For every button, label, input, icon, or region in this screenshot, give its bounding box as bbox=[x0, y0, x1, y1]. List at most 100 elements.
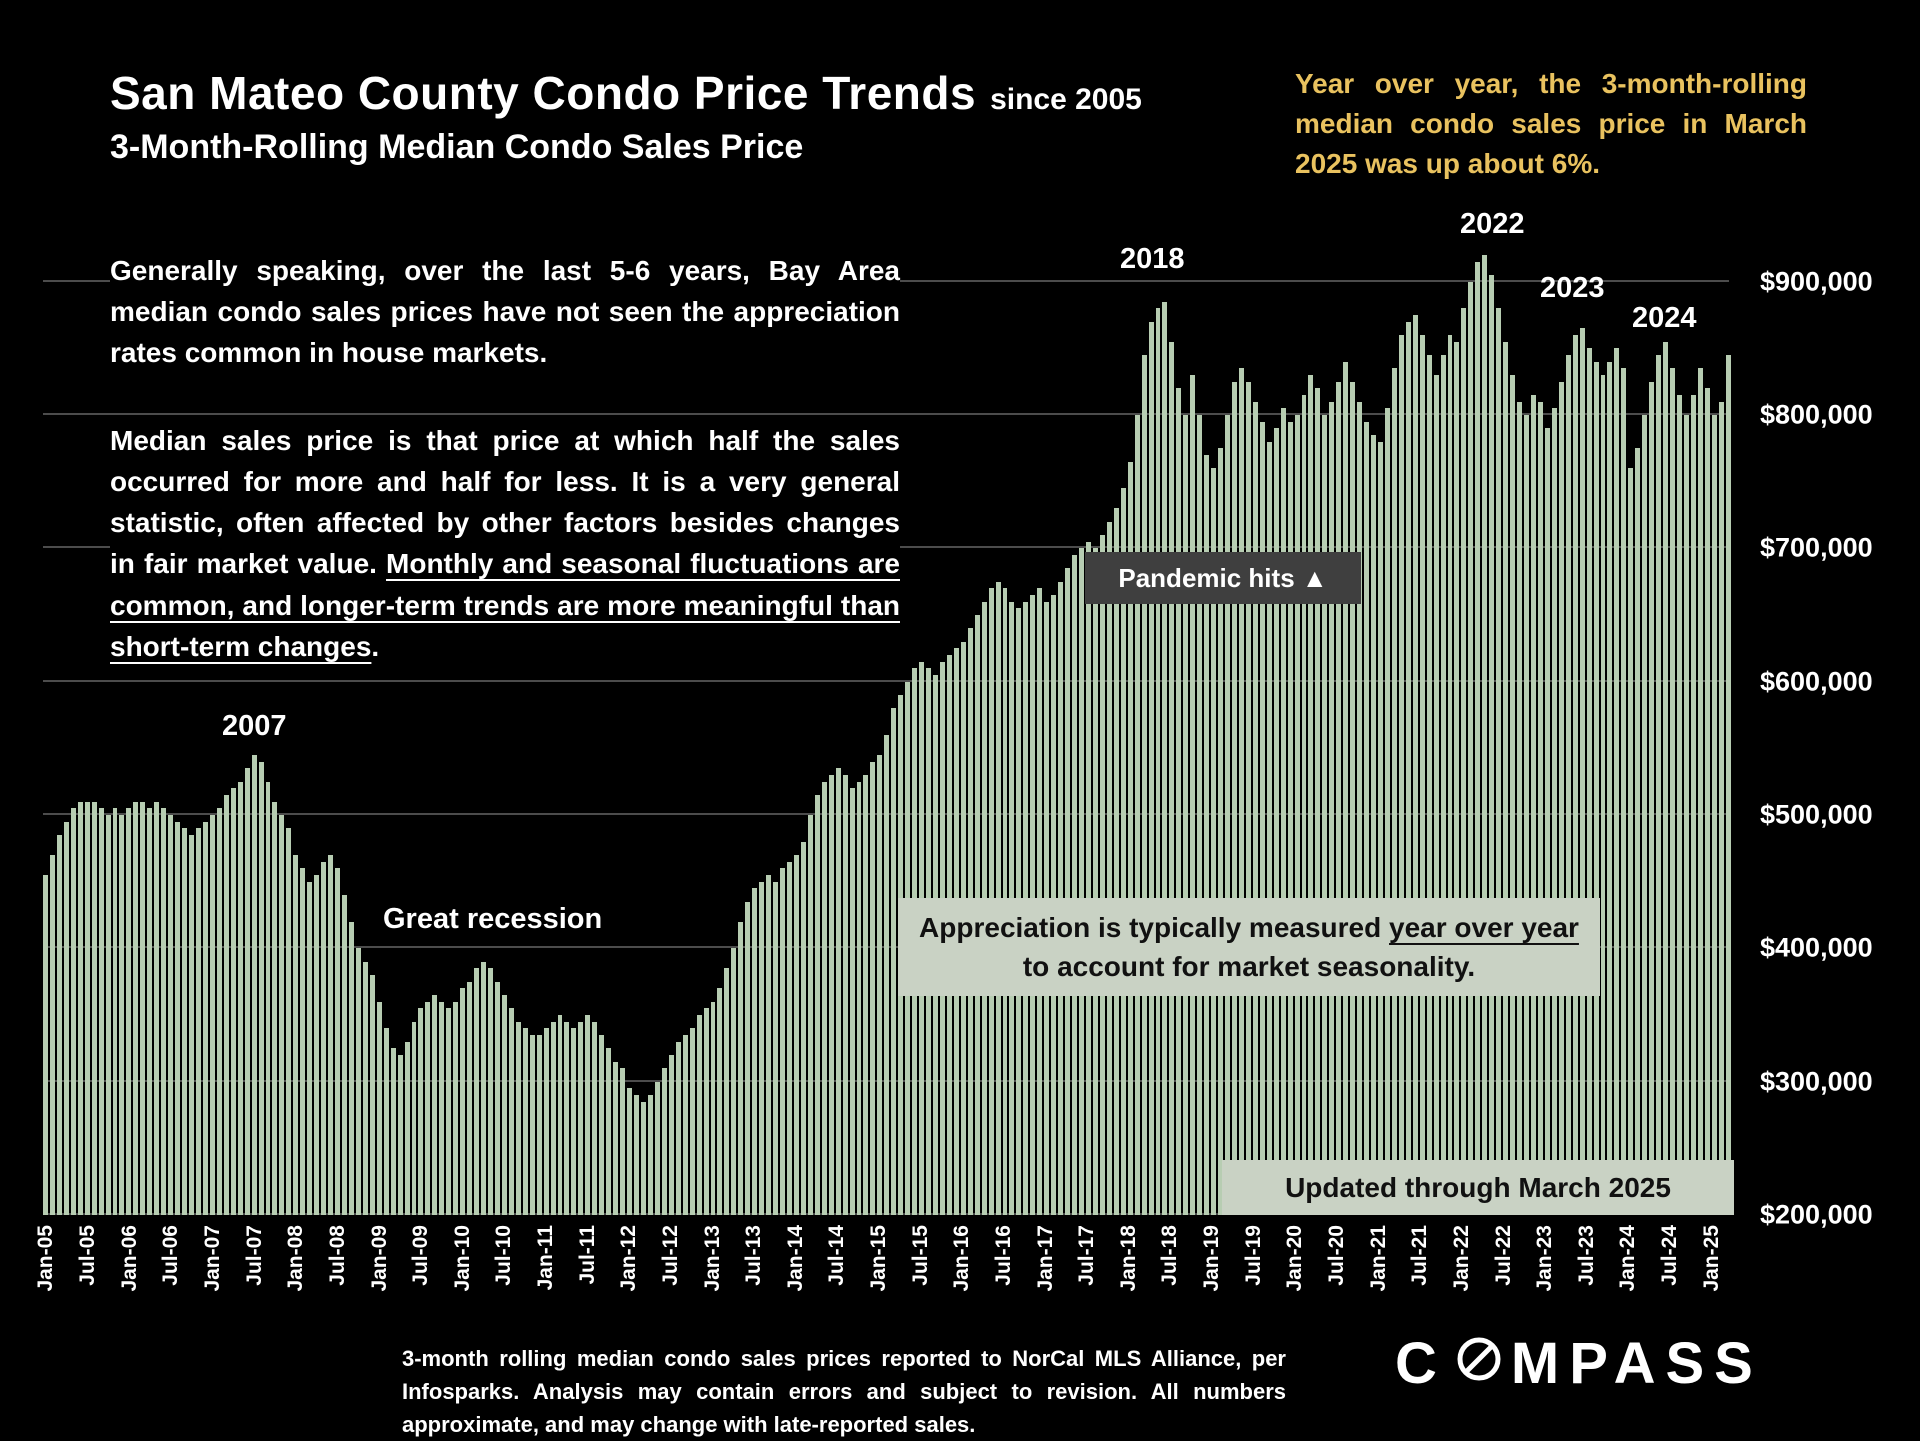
x-axis-label: Jul-21 bbox=[1408, 1225, 1432, 1286]
bar bbox=[119, 815, 125, 1215]
bar bbox=[230, 788, 236, 1215]
bar bbox=[564, 1021, 570, 1215]
annotation-2023: 2023 bbox=[1540, 272, 1605, 304]
bar bbox=[1252, 401, 1258, 1215]
bar bbox=[481, 961, 486, 1215]
x-axis-label: Jan-12 bbox=[617, 1225, 641, 1292]
bar bbox=[599, 1035, 605, 1215]
bar bbox=[335, 868, 340, 1215]
y-axis-label: $600,000 bbox=[1760, 666, 1873, 697]
x-axis-label: Jul-23 bbox=[1574, 1225, 1598, 1286]
bar bbox=[1294, 415, 1300, 1215]
bar bbox=[856, 781, 862, 1215]
bar bbox=[870, 761, 876, 1215]
x-axis-label: Jan-14 bbox=[783, 1225, 807, 1292]
annotation-2022: 2022 bbox=[1460, 208, 1525, 240]
bar bbox=[348, 921, 354, 1215]
x-axis-label: Jul-05 bbox=[76, 1225, 100, 1286]
definition-text: Median sales price is that price at whic… bbox=[110, 425, 900, 580]
bar bbox=[1169, 341, 1175, 1215]
source-note: 3-month rolling median condo sales price… bbox=[402, 1346, 1286, 1437]
x-axis-label: Jan-06 bbox=[117, 1225, 141, 1292]
bar bbox=[654, 1081, 660, 1215]
bar bbox=[1412, 315, 1418, 1215]
bar bbox=[251, 755, 257, 1215]
bar bbox=[1183, 415, 1189, 1215]
bar bbox=[140, 801, 146, 1215]
bar bbox=[1683, 415, 1689, 1215]
bar bbox=[112, 808, 118, 1215]
gridline bbox=[43, 679, 1729, 682]
y-axis-label: $500,000 bbox=[1760, 799, 1873, 830]
appreciation-text-pre: Appreciation is typically measured bbox=[919, 912, 1389, 943]
x-axis-label: Jul-13 bbox=[742, 1225, 766, 1286]
bar bbox=[175, 821, 181, 1215]
bar bbox=[293, 855, 299, 1215]
bar bbox=[341, 895, 347, 1215]
bar bbox=[84, 801, 90, 1215]
bar bbox=[543, 1028, 549, 1215]
bar bbox=[1391, 368, 1397, 1215]
bar bbox=[1176, 388, 1182, 1215]
bar bbox=[724, 968, 730, 1215]
bar bbox=[404, 1041, 410, 1215]
bar bbox=[1586, 348, 1592, 1215]
bar bbox=[884, 735, 890, 1215]
bar bbox=[675, 1041, 681, 1215]
compass-logo-mpass: MPASS bbox=[1510, 1331, 1763, 1396]
bar bbox=[1245, 381, 1251, 1215]
bar bbox=[627, 1088, 633, 1215]
bar bbox=[432, 995, 438, 1215]
bar bbox=[189, 835, 194, 1215]
bar bbox=[585, 1015, 591, 1215]
bar bbox=[49, 855, 55, 1215]
bar bbox=[696, 1015, 702, 1215]
bar bbox=[321, 861, 327, 1215]
bar bbox=[891, 708, 897, 1215]
bar bbox=[800, 841, 806, 1215]
bar bbox=[1426, 355, 1432, 1215]
x-axis-label: Jan-13 bbox=[700, 1225, 724, 1292]
x-axis-label: Jul-12 bbox=[658, 1225, 682, 1286]
bar bbox=[1225, 415, 1230, 1215]
bar bbox=[411, 1021, 417, 1215]
bar bbox=[1405, 321, 1411, 1215]
bar bbox=[244, 768, 250, 1215]
x-axis-label: Jan-15 bbox=[867, 1225, 891, 1292]
page-title: San Mateo County Condo Price Trends bbox=[110, 67, 977, 119]
bar bbox=[786, 861, 792, 1215]
bar bbox=[1155, 308, 1161, 1215]
bar bbox=[780, 868, 785, 1215]
x-axis-label: Jan-20 bbox=[1283, 1225, 1307, 1292]
y-axis-label: $700,000 bbox=[1760, 532, 1873, 563]
bar bbox=[1579, 328, 1585, 1215]
x-axis-label: Jan-11 bbox=[534, 1225, 558, 1291]
bar bbox=[1670, 368, 1675, 1215]
x-axis-label: Jul-10 bbox=[492, 1225, 516, 1286]
bar bbox=[1357, 401, 1363, 1215]
x-axis-label: Jul-11 bbox=[575, 1225, 599, 1285]
bar bbox=[133, 801, 139, 1215]
bar bbox=[237, 781, 243, 1215]
bar bbox=[1106, 521, 1112, 1215]
y-axis-label: $200,000 bbox=[1760, 1199, 1873, 1230]
bar bbox=[1530, 395, 1536, 1215]
bar bbox=[1092, 548, 1098, 1215]
bar bbox=[195, 828, 201, 1215]
bar bbox=[1127, 461, 1133, 1215]
bar bbox=[1371, 435, 1376, 1215]
title-block: San Mateo County Condo Price Trends since… bbox=[110, 66, 1142, 167]
x-axis-label: Jan-21 bbox=[1366, 1225, 1390, 1292]
bar bbox=[439, 1001, 445, 1215]
bar bbox=[759, 881, 765, 1215]
bar bbox=[578, 1021, 584, 1215]
bar bbox=[1162, 301, 1168, 1215]
bar bbox=[1204, 455, 1210, 1215]
bar bbox=[494, 981, 500, 1215]
x-axis-label: Jul-19 bbox=[1241, 1225, 1265, 1286]
bar bbox=[1308, 375, 1314, 1215]
bar bbox=[126, 808, 132, 1215]
bar bbox=[376, 1001, 382, 1215]
bar bbox=[488, 968, 493, 1215]
bar bbox=[258, 761, 264, 1215]
